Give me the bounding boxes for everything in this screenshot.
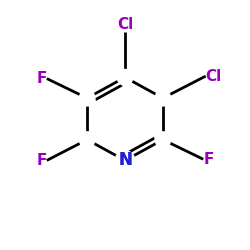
Circle shape	[155, 90, 171, 106]
Text: Cl: Cl	[206, 68, 222, 84]
Circle shape	[155, 132, 171, 148]
Text: F: F	[203, 152, 214, 167]
Text: N: N	[118, 152, 132, 170]
Circle shape	[117, 70, 133, 85]
Text: N: N	[118, 152, 132, 170]
Circle shape	[79, 90, 95, 106]
Circle shape	[115, 151, 135, 170]
Text: F: F	[36, 71, 47, 86]
Text: Cl: Cl	[117, 17, 133, 32]
Text: F: F	[36, 153, 47, 168]
Circle shape	[79, 132, 95, 148]
